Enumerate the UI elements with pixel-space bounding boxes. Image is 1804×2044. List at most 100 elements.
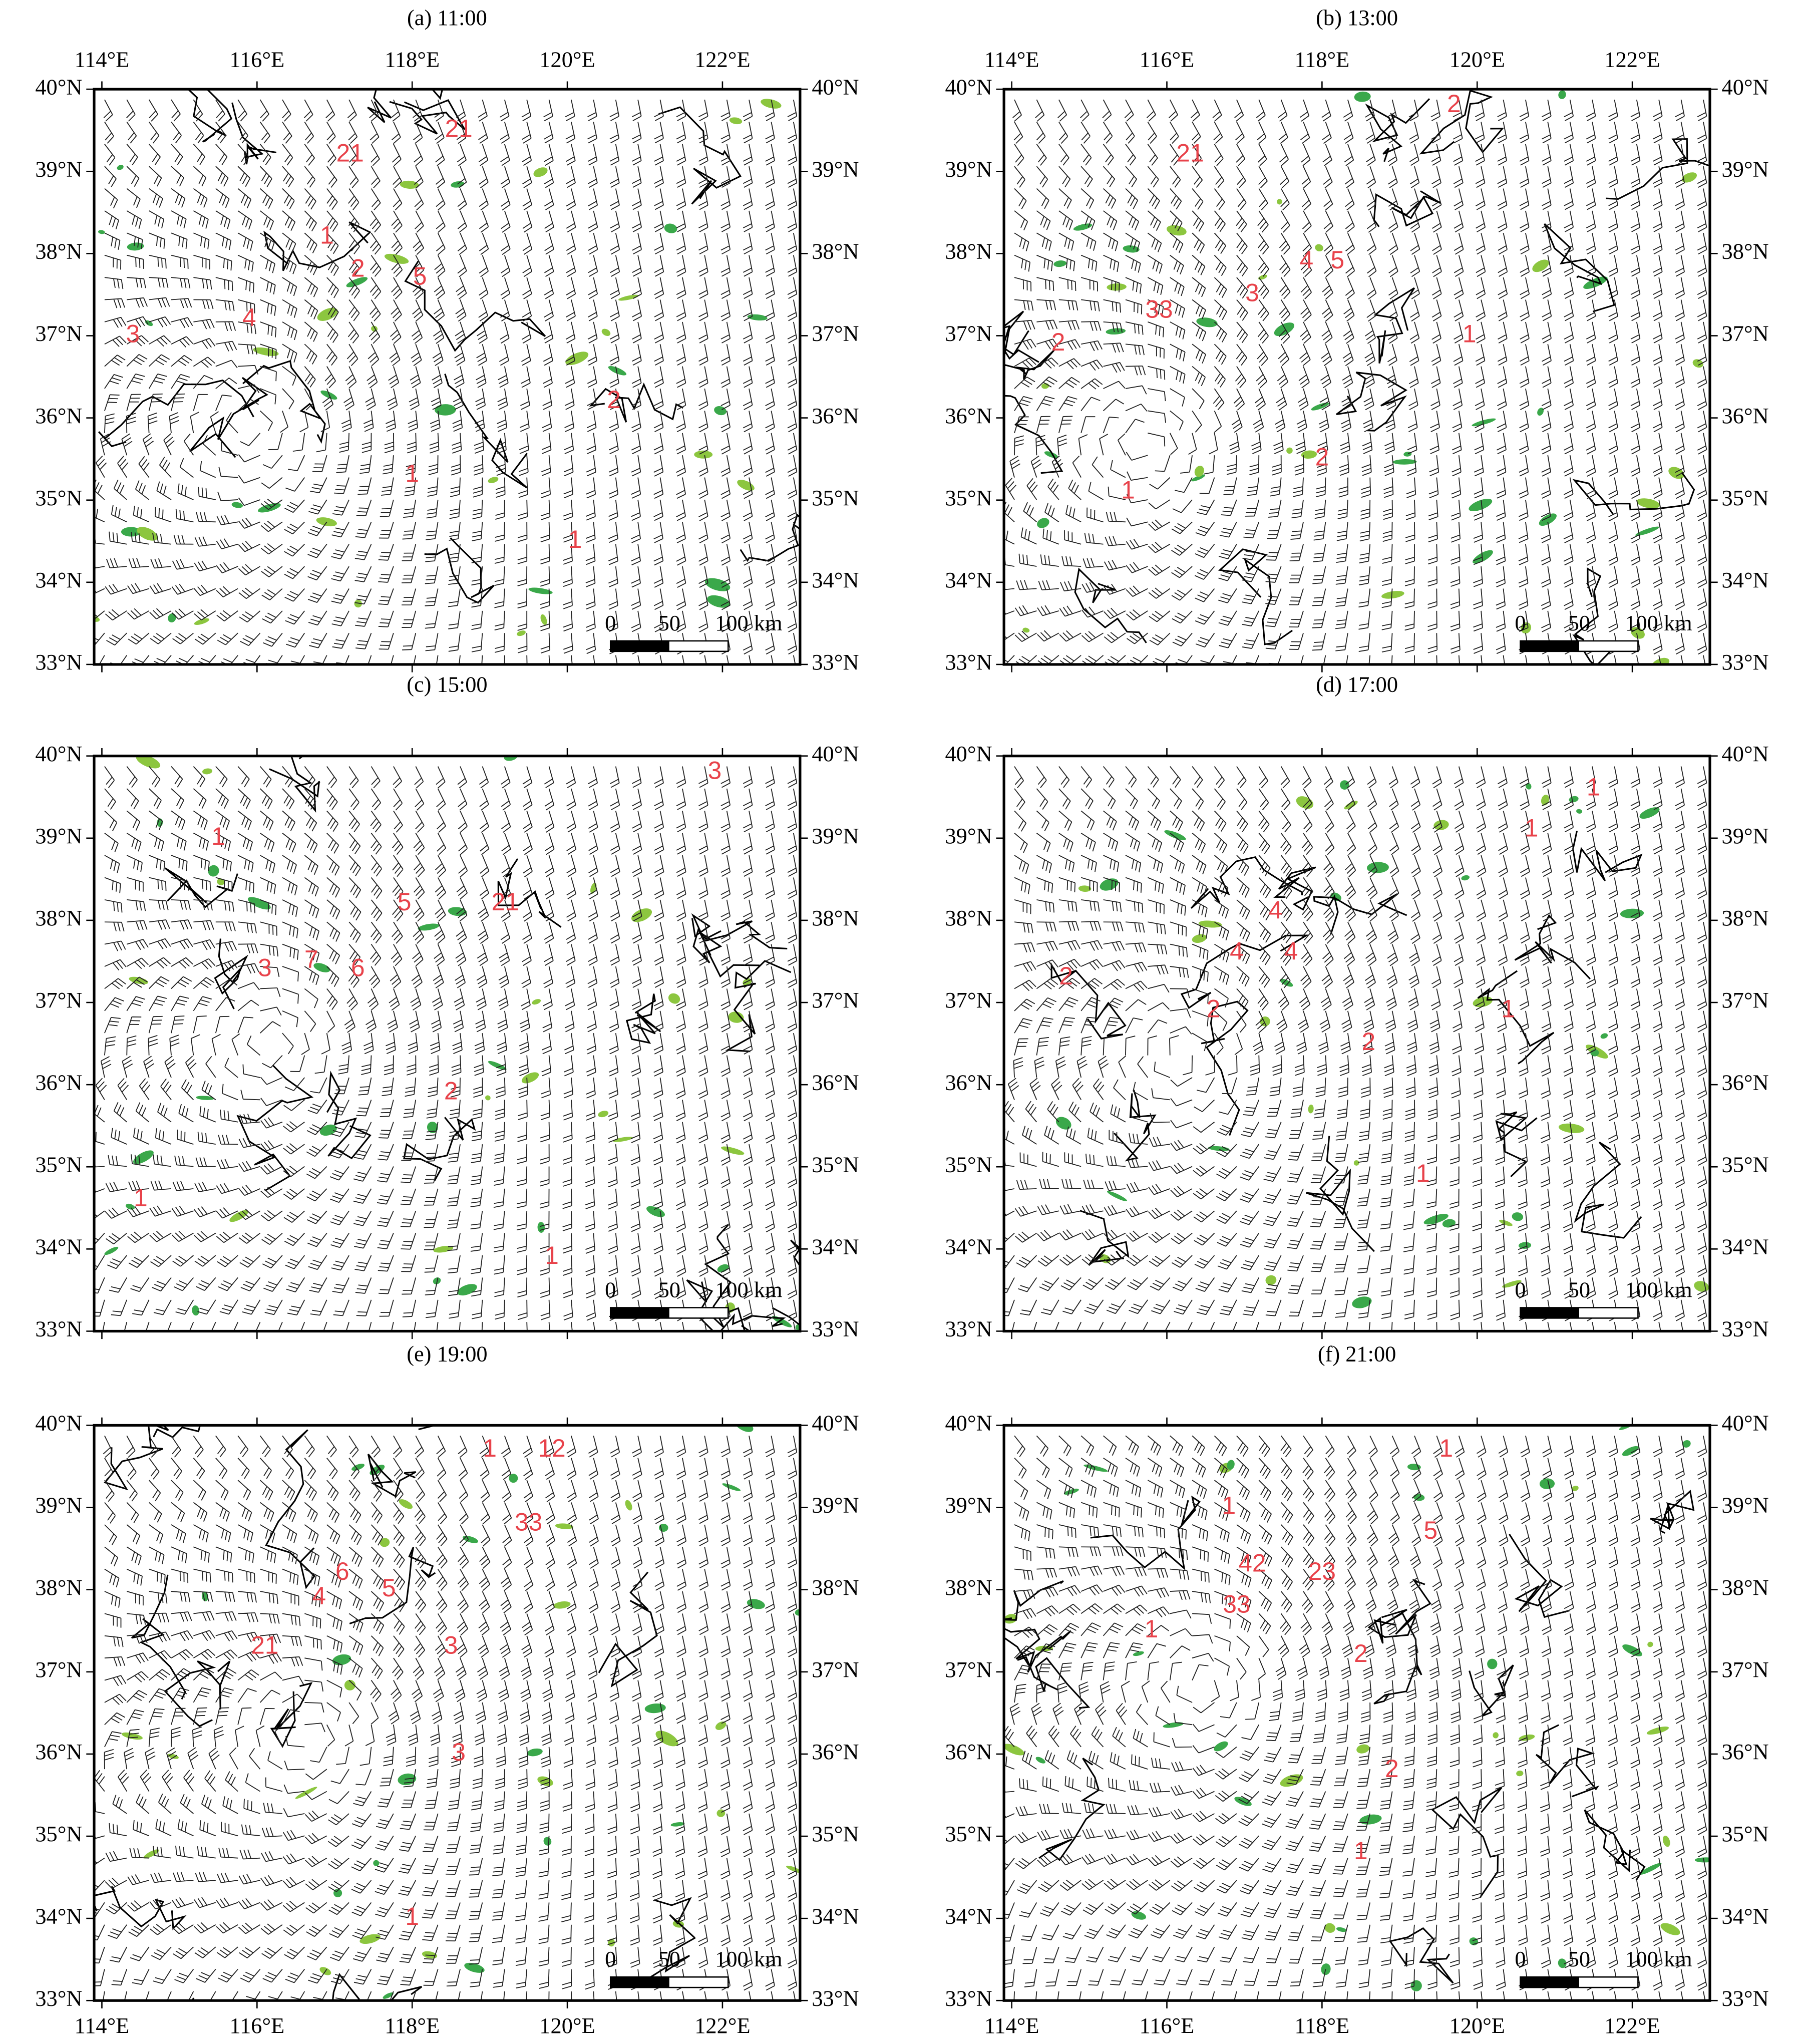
echo-patch [351,1464,365,1471]
y-tick-label: 36°N [812,1070,859,1095]
x-tick-label: 120°E [1450,47,1505,72]
echo-patch [532,999,541,1005]
echo-patch [1646,1727,1669,1735]
y-tick-label: 40°N [35,1411,82,1436]
scale-bar-white [669,1977,729,1988]
y-tick-label: 35°N [812,1152,859,1177]
echo-patch [1502,1280,1522,1288]
count-label: 6 [335,1557,349,1585]
x-tick-label: 122°E [1604,2013,1660,2038]
echo-patch [694,450,713,459]
echo-patch [1311,403,1329,411]
echo-patch [1571,1486,1579,1491]
echo-patch [194,618,210,625]
count-label: 5 [382,1574,396,1602]
y-tick-label: 40°N [812,741,859,766]
y-tick-label: 39°N [1722,1493,1769,1518]
y-tick-label: 36°N [1722,1739,1769,1764]
count-label: 1 [1463,320,1477,348]
echo-patch [704,578,731,591]
echo-patch [319,1124,337,1136]
echo-patch [601,328,611,336]
echo-patch [761,99,782,109]
echo-patch [1214,1741,1228,1752]
count-label: 1 [405,460,419,488]
wind-barbs [94,99,798,664]
echo-patch [1198,920,1222,928]
x-tick-label: 120°E [539,2013,595,2038]
scale-bar-frame [1520,1976,1639,1988]
echo-patch [721,1146,745,1155]
y-tick-label: 33°N [35,649,82,674]
echo-patch [1166,225,1187,236]
y-tick-label: 40°N [1722,74,1769,99]
count-label: 1 [545,1241,559,1269]
x-tick-label: 116°E [1140,47,1195,72]
echo-patch [1600,1033,1608,1039]
x-tick-label: 114°E [984,2013,1039,2038]
echo-patch [1107,1191,1128,1202]
echo-patch [1518,1242,1532,1249]
scale-bar-black [1520,1307,1579,1318]
echo-patch [1576,809,1583,814]
scale-bar-white [1579,640,1638,651]
panel-title: (e) 19:00 [407,1341,487,1366]
y-tick-label: 38°N [945,1575,992,1600]
echo-patch [1022,627,1030,633]
scale-bar-frame [609,1307,729,1319]
scale-label: 50 [1568,610,1590,635]
echo-patch [537,1222,545,1233]
y-tick-label: 36°N [945,1739,992,1764]
count-label: 1 [405,1902,419,1930]
echo-patch [1265,1275,1277,1285]
echo-patch [127,242,144,251]
scale-label: 0 [1515,610,1526,635]
echo-patch [133,1150,154,1164]
count-label: 1 [211,822,225,850]
y-tick-label: 37°N [1722,1657,1769,1682]
echo-patch [295,1787,317,1799]
y-tick-label: 33°N [35,1985,82,2010]
count-label: 5 [398,888,412,916]
y-tick-label: 37°N [35,987,82,1012]
province-border [94,1425,696,2001]
count-label: 1 [568,525,582,553]
y-tick-label: 37°N [945,321,992,346]
count-label: 23 [1308,1557,1336,1585]
echo-patch [1392,459,1417,465]
count-label: 21 [251,1631,278,1659]
x-tick-label: 116°E [229,47,284,72]
echo-patch [136,756,161,769]
echo-patch [1227,1460,1235,1470]
echo-patch [1191,474,1205,482]
scale-bar-black [610,1977,669,1988]
count-label: 1 [1416,1159,1430,1187]
scale-label: 50 [1568,1946,1590,1971]
echo-patch [1301,450,1317,459]
echo-patch [608,1938,615,1947]
echo-patch [1133,1651,1144,1656]
y-tick-label: 38°N [812,905,859,930]
echo-patch [427,1122,438,1134]
y-tick-label: 39°N [35,1493,82,1518]
y-tick-label: 36°N [35,1739,82,1764]
count-label: 7 [304,945,318,973]
echo-patch [608,366,627,376]
y-tick-label: 37°N [812,987,859,1012]
echo-patch [1539,513,1557,526]
echo-patch [344,1679,355,1690]
province-border [1004,1489,1695,1984]
y-tick-label: 35°N [945,1821,992,1846]
echo-patch [517,630,526,636]
count-label: 21 [336,139,364,167]
echo-patch [433,1246,454,1253]
echo-patch [1639,807,1660,819]
count-label: 33 [1145,295,1173,323]
y-tick-label: 34°N [812,567,859,592]
y-tick-label: 40°N [1722,1411,1769,1436]
count-label: 21 [492,888,519,916]
panel-title: (c) 15:00 [407,671,487,697]
